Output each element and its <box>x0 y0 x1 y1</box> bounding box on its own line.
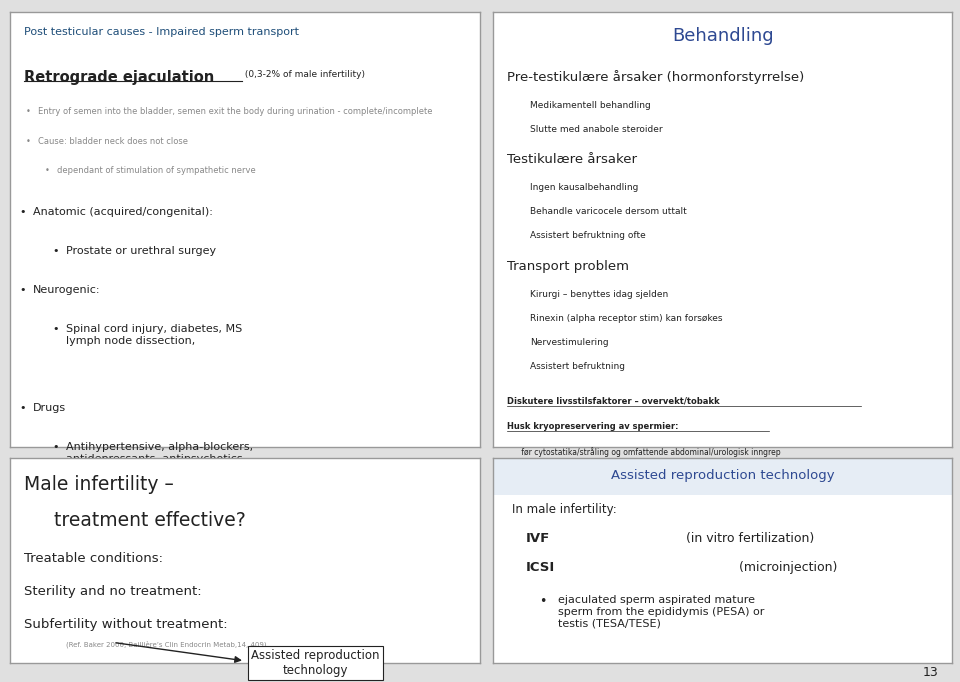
Text: (Ref. Baker 2000, Baillière’s Clin Endocrin Metab,14, 409): (Ref. Baker 2000, Baillière’s Clin Endoc… <box>66 640 267 648</box>
Text: ICSI: ICSI <box>525 561 555 574</box>
Text: Transport problem: Transport problem <box>507 260 629 273</box>
Text: Assisted reproduction
technology: Assisted reproduction technology <box>252 649 379 677</box>
Text: Behandling: Behandling <box>672 27 774 45</box>
Text: Drugs: Drugs <box>33 403 66 413</box>
Text: •: • <box>19 207 26 217</box>
Text: •: • <box>540 595 546 608</box>
Text: •: • <box>26 107 31 117</box>
Text: Subfertility without treatment:: Subfertility without treatment: <box>24 618 231 631</box>
Text: Ingen kausalbehandling: Ingen kausalbehandling <box>530 183 638 192</box>
Text: Retrograde ejaculation: Retrograde ejaculation <box>24 70 214 85</box>
Text: Assistert befruktning: Assistert befruktning <box>530 362 625 371</box>
Text: Pre-testikulære årsaker (hormonforstyrrelse): Pre-testikulære årsaker (hormonforstyrre… <box>507 70 804 85</box>
Text: dependant of stimulation of sympathetic nerve: dependant of stimulation of sympathetic … <box>57 166 255 175</box>
Text: (0,3-2% of male infertility): (0,3-2% of male infertility) <box>243 70 366 79</box>
Text: •: • <box>19 403 26 413</box>
Text: Kirurgi – benyttes idag sjelden: Kirurgi – benyttes idag sjelden <box>530 290 668 299</box>
Bar <box>493 458 952 495</box>
Text: Male infertility –: Male infertility – <box>24 475 174 494</box>
Text: •: • <box>19 285 26 295</box>
Text: IVF: IVF <box>525 532 550 545</box>
Text: Nervestimulering: Nervestimulering <box>530 338 609 347</box>
Text: Assistert befruktning ofte: Assistert befruktning ofte <box>530 231 649 240</box>
Text: Sterility and no treatment:: Sterility and no treatment: <box>24 585 205 598</box>
Text: Diskutere livsstilsfaktorer – overvekt/tobakk: Diskutere livsstilsfaktorer – overvekt/t… <box>507 397 720 406</box>
Text: Slutte med anabole steroider: Slutte med anabole steroider <box>530 125 662 134</box>
Text: Rinexin (alpha receptor stim) kan forsøkes: Rinexin (alpha receptor stim) kan forsøk… <box>530 314 723 323</box>
Text: Testikulære årsaker: Testikulære årsaker <box>507 153 637 166</box>
Text: Cause: bladder neck does not close: Cause: bladder neck does not close <box>37 137 188 146</box>
Text: Treatable conditions:: Treatable conditions: <box>24 552 167 565</box>
Text: Husk kryopreservering av spermier:: Husk kryopreservering av spermier: <box>507 422 679 431</box>
Text: Post testicular causes - Impaired sperm transport: Post testicular causes - Impaired sperm … <box>24 27 299 37</box>
Text: •: • <box>52 442 59 452</box>
Text: (in vitro fertilization): (in vitro fertilization) <box>683 532 815 545</box>
Text: Medikamentell behandling: Medikamentell behandling <box>530 101 651 110</box>
Text: •: • <box>26 137 31 146</box>
Text: Anatomic (acquired/congenital):: Anatomic (acquired/congenital): <box>33 207 213 217</box>
Text: (microinjection): (microinjection) <box>734 561 837 574</box>
Text: Spinal cord injury, diabetes, MS
lymph node dissection,: Spinal cord injury, diabetes, MS lymph n… <box>66 325 242 346</box>
Text: Behandle varicocele dersom uttalt: Behandle varicocele dersom uttalt <box>530 207 687 216</box>
Text: •: • <box>45 166 50 175</box>
Text: Antihypertensive, alpha-blockers,
antidepressants, antipsychotics: Antihypertensive, alpha-blockers, antide… <box>66 442 253 464</box>
Text: In male infertility:: In male infertility: <box>512 503 616 516</box>
Text: Assisted reproduction technology: Assisted reproduction technology <box>612 469 834 481</box>
Text: før cytostatika/stråling og omfattende abdominal/urologisk inngrep: før cytostatika/stråling og omfattende a… <box>507 447 780 457</box>
Text: 13: 13 <box>924 666 939 679</box>
Text: ejaculated sperm aspirated mature
sperm from the epididymis (PESA) or
testis (TE: ejaculated sperm aspirated mature sperm … <box>558 595 764 629</box>
Text: Neurogenic:: Neurogenic: <box>33 285 101 295</box>
Text: •: • <box>52 246 59 256</box>
Text: Entry of semen into the bladder, semen exit the body during urination - complete: Entry of semen into the bladder, semen e… <box>37 107 432 117</box>
Text: Prostate or urethral surgey: Prostate or urethral surgey <box>66 246 216 256</box>
Text: •: • <box>52 325 59 334</box>
Text: treatment effective?: treatment effective? <box>24 512 246 531</box>
